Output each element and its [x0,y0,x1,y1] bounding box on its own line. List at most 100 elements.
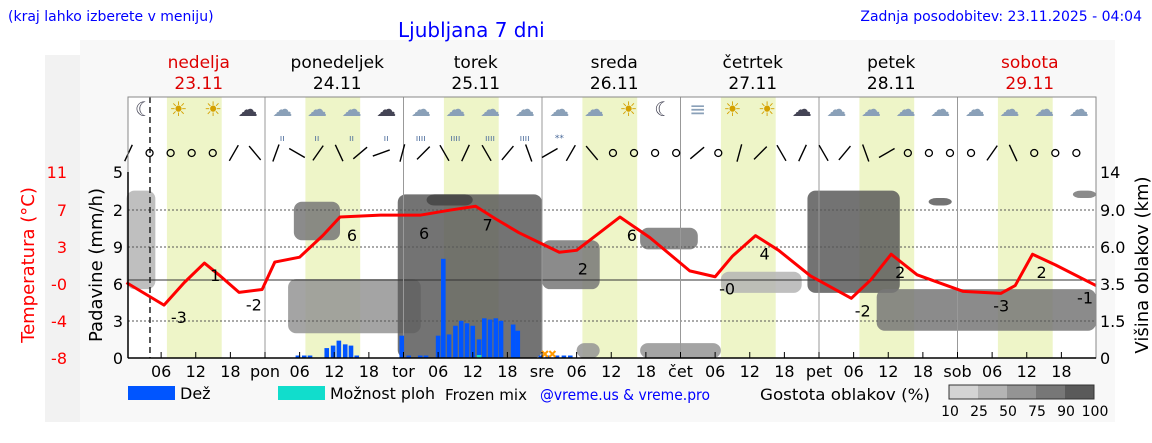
rain-drops-icon: ıııı [450,134,460,144]
precip-tick: 0 [113,349,123,368]
temperature-label: -3 [993,296,1009,315]
hour-tick-label: 12 [740,362,760,381]
wind-calm-icon [629,148,639,158]
hour-tick-label: 06 [705,362,725,381]
cloud-drizzle-icon: ☁ [272,97,292,121]
showers-legend-label: Možnost ploh [330,384,435,403]
temperature-label: 2 [895,263,905,282]
density-level-label: 75 [1028,404,1046,420]
hour-tick-label: 06 [566,362,586,381]
moon-icon: ☾ [135,97,153,121]
wind-calm-icon [903,148,913,158]
wind-barb-icon [1008,144,1018,162]
cloud-rain-icon: ☁ [515,97,535,121]
precip-bar [307,355,313,358]
temp-tick: -0 [51,275,67,294]
snowflakes-icon: ** [555,134,565,144]
hour-tick-label: 12 [324,362,344,381]
cloud-area [876,289,1096,331]
wind-barb-icon [541,147,558,159]
frozen-legend-label: Frozen mix [445,386,527,404]
cloud-height-tick: 0 [1100,349,1110,368]
wind-barb-icon [312,145,324,161]
precip-bar [336,340,342,358]
hour-tick-label: 18 [497,362,517,381]
day-date: 27.11 [728,74,777,94]
hour-tick-label: 12 [1017,362,1037,381]
cloud-area [126,190,156,290]
cloud-area [1072,190,1096,199]
hour-tick-label: 06 [843,362,863,381]
wind-calm-icon [714,148,723,158]
hour-tick-label: čet [668,362,693,381]
wind-barb-icon [524,144,533,162]
showers-legend-swatch [278,386,325,400]
hour-tick-label: sre [530,362,554,381]
temp-tick: 11 [47,163,67,182]
wind-calm-icon [208,148,217,158]
cloud-area [293,201,341,241]
day-date: 26.11 [590,74,639,94]
precip-bar [406,355,411,358]
credit-link: @vreme.us & vreme.pro [540,386,710,404]
moon-fog-icon: ☾ [654,97,672,121]
wind-barb-icon [228,144,239,162]
precip-axis-label: Padavine (mm/h) [86,188,107,342]
partly-sunny-icon: ☀ [204,97,222,121]
wind-barb-icon [352,146,368,160]
precip-bar [510,324,516,358]
hour-tick-label: 12 [186,362,206,381]
cloud-icon: ☁ [999,97,1019,121]
partly-sunny-icon: ☀ [169,97,187,121]
day-name: nedelja [168,53,230,73]
cloud-rain-icon: ☁ [411,97,431,121]
temperature-label: -3 [171,308,187,327]
wind-barb-icon [798,144,807,162]
precip-bar [515,330,521,358]
wind-barb-icon [372,149,390,157]
wind-barb-icon [818,144,829,162]
cloud-rain-icon: ☁ [445,97,465,121]
hour-tick-label: 06 [982,362,1002,381]
daylight-band [720,97,776,358]
cloud-height-tick: 9.0 [1100,201,1125,220]
temp-tick: -8 [51,349,67,368]
cloud-area [576,343,600,358]
hour-tick-label: 18 [220,362,240,381]
day-name: torek [454,53,498,73]
frozen-mix-icon [548,350,557,358]
precip-bar [567,355,573,358]
rain-drops-icon: ıı [384,134,389,144]
temperature-label: -1 [1077,289,1093,308]
cloud-area [288,279,421,334]
rain-drops-icon: ıııı [416,134,426,144]
wind-calm-icon [1051,148,1060,158]
precip-bar [498,320,504,358]
precip-bar [423,355,429,358]
cloud-area [640,227,698,250]
wind-barb-icon [399,144,406,162]
day-name: sreda [591,53,638,73]
density-level-label: 100 [1082,404,1109,420]
temperature-label: 2 [578,259,588,278]
precip-bar [301,355,307,358]
cloud-axis-label: Višina oblakov (km) [1132,176,1152,353]
moon-cloud-icon: ☁ [238,97,258,121]
hour-tick-label: 18 [1051,362,1071,381]
precip-bar [453,325,458,358]
day-name: sobota [1001,53,1059,73]
daylight-band [582,97,638,358]
location-hint[interactable]: (kraj lahko izberete v meniju) [8,9,214,25]
day-date: 28.11 [867,74,916,94]
wind-barb-icon [461,144,470,162]
wind-barb-icon [334,144,344,162]
cloud-rain-icon: ☁ [480,97,500,121]
cloud-height-tick: 14 [1100,163,1120,182]
cloud-drizzle-icon: ☁ [307,97,327,121]
precip-bar [476,339,482,358]
temp-tick: -4 [51,312,67,331]
precip-bar [464,323,470,358]
wind-barb-icon [878,147,895,159]
hour-tick-label: 06 [151,362,171,381]
